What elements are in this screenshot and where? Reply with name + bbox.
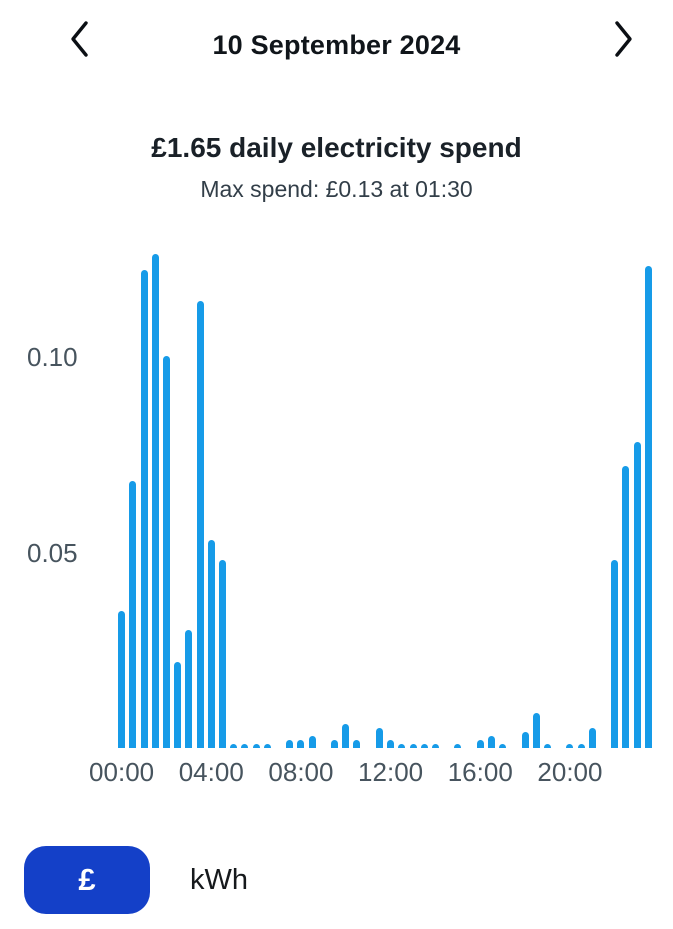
chart-bar[interactable] (487, 736, 495, 748)
chart-bar[interactable] (420, 744, 428, 748)
kwh-toggle-button[interactable]: kWh (190, 863, 248, 896)
chart-bar[interactable] (622, 465, 630, 748)
max-spend-subtitle: Max spend: £0.13 at 01:30 (200, 176, 473, 202)
date-label: 10 September 2024 (212, 30, 461, 60)
chart-bar[interactable] (588, 728, 596, 748)
chart-bar[interactable] (196, 301, 204, 748)
spend-bar-chart: 0.05 0.10 (27, 243, 654, 748)
chart-bar[interactable] (207, 540, 215, 748)
chart-bar[interactable] (342, 724, 350, 748)
chart-bar[interactable] (129, 481, 137, 748)
chart-bar[interactable] (331, 740, 339, 748)
chart-bar[interactable] (454, 744, 462, 748)
chart-bar[interactable] (252, 744, 260, 748)
x-axis-tick-label: 08:00 (268, 757, 334, 787)
daily-spend-title: £1.65 daily electricity spend (151, 132, 522, 163)
unit-toggle: £ kWh (24, 846, 673, 914)
x-axis-tick-label: 20:00 (537, 757, 603, 787)
chart-bar[interactable] (174, 661, 182, 748)
next-day-button[interactable] (601, 18, 645, 62)
y-axis-tick-label: 0.10 (27, 342, 78, 372)
chart-bar[interactable] (286, 740, 294, 748)
chart-bar[interactable] (611, 559, 619, 748)
chart-bar[interactable] (387, 740, 395, 748)
chart-bar[interactable] (633, 442, 641, 748)
chart-bar[interactable] (308, 736, 316, 748)
pound-toggle-button[interactable]: £ (24, 846, 150, 914)
chevron-right-icon (608, 18, 638, 63)
chart-bar[interactable] (577, 744, 585, 748)
previous-day-button[interactable] (58, 18, 102, 62)
chart-bar[interactable] (140, 269, 148, 748)
chart-bar[interactable] (353, 740, 361, 748)
chart-bar[interactable] (241, 744, 249, 748)
daily-electricity-spend-screen: { "header": { "date": "10 September 2024… (0, 12, 673, 929)
chart-bar[interactable] (263, 744, 271, 748)
date-navigation-header: 10 September 2024 (0, 12, 673, 70)
chart-bar[interactable] (566, 744, 574, 748)
chart-bar[interactable] (398, 744, 406, 748)
x-axis-tick-label: 12:00 (358, 757, 424, 787)
chart-bar[interactable] (499, 744, 507, 748)
chart-bar[interactable] (297, 740, 305, 748)
x-axis-tick-label: 00:00 (89, 757, 155, 787)
chart-bar[interactable] (644, 265, 652, 748)
chart-bar[interactable] (118, 610, 126, 748)
chart-bar[interactable] (521, 732, 529, 748)
chart-bar[interactable] (476, 740, 484, 748)
x-axis: 00:00 04:00 08:00 12:00 16:00 20:00 (89, 748, 654, 788)
chart-bar[interactable] (185, 630, 193, 748)
chart-bar[interactable] (431, 744, 439, 748)
x-axis-tick-label: 04:00 (178, 757, 244, 787)
x-axis-tick-label: 16:00 (447, 757, 513, 787)
chart-bar[interactable] (409, 744, 417, 748)
spend-summary: £1.65 daily electricity spend Max spend:… (0, 132, 673, 203)
chart-bar[interactable] (162, 356, 170, 748)
chart-bar[interactable] (151, 254, 159, 748)
chart-bar[interactable] (532, 712, 540, 748)
chart-bar[interactable] (218, 559, 226, 748)
chart-bar[interactable] (375, 728, 383, 748)
chart-bar[interactable] (230, 744, 238, 748)
chevron-left-icon (65, 18, 95, 63)
chart-bar[interactable] (544, 744, 552, 748)
y-axis-tick-label: 0.05 (27, 538, 78, 568)
plot-area (116, 243, 654, 748)
